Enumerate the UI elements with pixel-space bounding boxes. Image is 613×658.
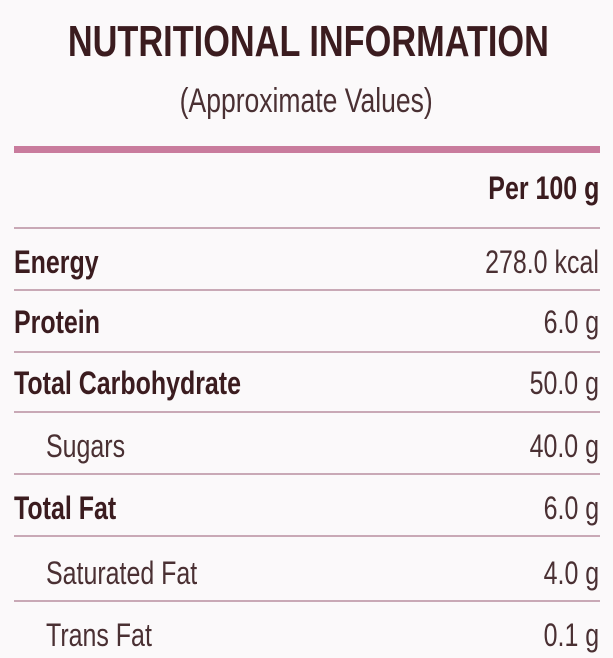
row-label: Trans Fat — [46, 619, 182, 651]
subtitle-text: (Approximate Values) — [179, 82, 434, 120]
value-text: 4.0 g — [543, 555, 599, 591]
row-label: Energy — [14, 246, 122, 278]
title-text: NUTRITIONAL INFORMATION — [67, 17, 549, 66]
row-label: Saturated Fat — [46, 557, 240, 589]
label-text: Sugars — [46, 428, 126, 464]
label-text: Total Fat — [14, 490, 117, 526]
value-text: 278.0 kcal — [485, 244, 599, 280]
value-text: 0.1 g — [543, 617, 599, 653]
row-rule — [14, 351, 600, 353]
value-text: 6.0 g — [543, 304, 599, 340]
row-value: 6.0 g — [528, 306, 599, 338]
row-rule — [14, 227, 600, 229]
subtitle: (Approximate Values) — [0, 84, 613, 118]
row-label: Total Carbohydrate — [14, 367, 305, 399]
row-label: Protein — [14, 306, 124, 338]
label-text: Protein — [14, 304, 100, 340]
label-text: Saturated Fat — [46, 555, 198, 591]
value-text: 6.0 g — [543, 490, 599, 526]
row-rule — [14, 535, 600, 537]
row-value: 6.0 g — [528, 492, 599, 524]
row-value: 0.1 g — [528, 619, 599, 651]
row-rule — [14, 473, 600, 475]
row-rule — [14, 600, 600, 602]
row-rule — [14, 289, 600, 291]
row-value: 40.0 g — [510, 430, 599, 462]
row-value: 4.0 g — [528, 557, 599, 589]
label-text: Trans Fat — [46, 617, 152, 653]
row-label: Sugars — [46, 430, 147, 462]
value-text: 40.0 g — [529, 428, 599, 464]
title: NUTRITIONAL INFORMATION — [0, 20, 613, 64]
label-text: Total Carbohydrate — [14, 365, 241, 401]
row-value: 278.0 kcal — [453, 246, 599, 278]
row-value: 50.0 g — [510, 367, 599, 399]
value-text: 50.0 g — [529, 365, 599, 401]
column-header: Per 100 g — [457, 172, 599, 204]
header-rule — [14, 146, 600, 153]
label-text: Energy — [14, 244, 99, 280]
column-header-text: Per 100 g — [487, 170, 599, 206]
row-rule — [14, 411, 600, 413]
row-label: Total Fat — [14, 492, 145, 524]
